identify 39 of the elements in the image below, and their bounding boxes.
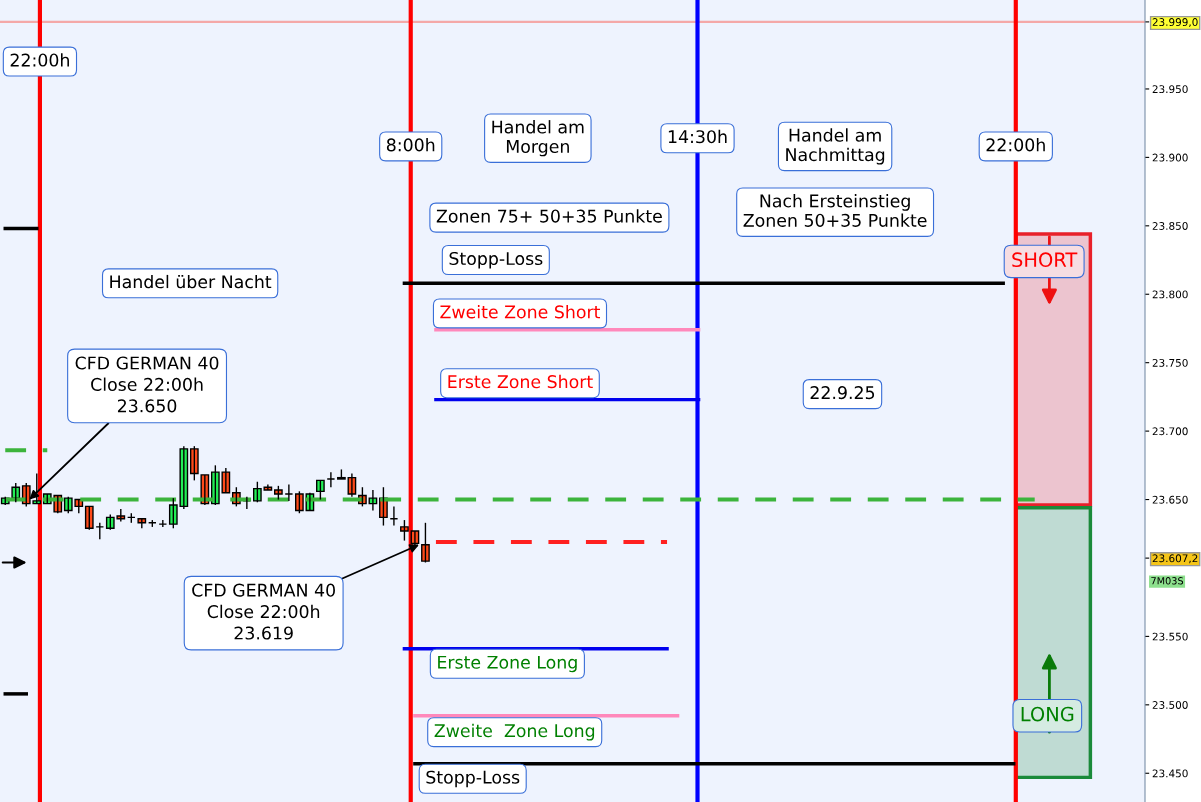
annotation: Zweite Zone Long (434, 723, 595, 741)
annotation: Stopp-Loss (426, 770, 520, 788)
candlestick (189, 445, 199, 482)
y-tick-label: 23.450 (1152, 769, 1188, 778)
y-tick-label: 23.800 (1152, 290, 1188, 299)
annotation: Stopp-Loss (449, 251, 543, 269)
candlestick (316, 479, 325, 501)
annotation: CFD GERMAN 40 Close 22:00h 23.619 (192, 583, 335, 640)
text: 7M03S (1151, 577, 1184, 585)
annotation: Zweite Zone Short (440, 305, 601, 319)
annotation: 22.9.25 (810, 386, 875, 400)
annotation: CFD GERMAN 40 Close 22:00h 23.650 (75, 356, 219, 413)
y-tick-label: 23.750 (1152, 358, 1188, 367)
y-tick-label: 23.999,0 (1152, 18, 1198, 28)
y-tick-label: 23.900 (1152, 153, 1188, 162)
annotation: SHORT (1012, 252, 1078, 268)
y-tick-label: 23.607,2 (1152, 554, 1198, 564)
annotation: Handel am Morgen (492, 120, 584, 157)
annotation: Erste Zone Long (438, 655, 577, 673)
annotation: Nach Ersteinstieg Zonen 50+35 Punkte (743, 194, 927, 227)
text: 8:00h (386, 138, 435, 152)
y-tick-label: 23.700 (1152, 427, 1188, 436)
candlestick (400, 519, 409, 542)
y-tick-label: 23.550 (1152, 632, 1188, 641)
text: 22:00h (10, 53, 69, 67)
y-tick-label: 23.500 (1152, 701, 1188, 709)
candlestick (84, 505, 94, 531)
y-tick-label: 23.650 (1152, 495, 1188, 504)
annotation: Handel am Nachmittag (786, 128, 885, 165)
annotation: Handel über Nacht (110, 274, 272, 289)
annotation: Zonen 75+ 50+35 Punkte (436, 209, 662, 223)
candlestick (295, 490, 304, 514)
candlestick (421, 522, 430, 564)
annotation: LONG (1021, 706, 1074, 722)
y-tick-label: 23.950 (1152, 85, 1188, 94)
text: 14:30h (668, 129, 727, 144)
y-tick-label: 23.850 (1152, 222, 1188, 230)
annotation: Erste Zone Short (448, 374, 593, 389)
text: 22:00h (986, 138, 1045, 152)
